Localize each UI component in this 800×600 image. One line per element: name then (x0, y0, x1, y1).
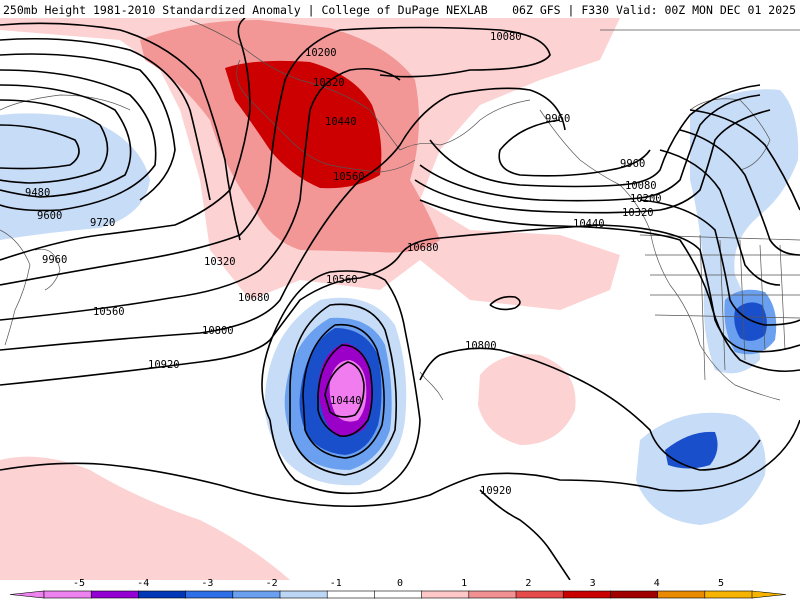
negative-anomaly-light-southeast (636, 412, 766, 525)
colorbar-segment (326, 590, 376, 599)
colorbar-right-arrow (751, 590, 787, 599)
contour-label: 10320 (204, 256, 236, 268)
colorbar-tick-label: 0 (397, 578, 403, 589)
colorbar-ticks: -5 -4 -3 -2 -1 0 1 2 3 4 5 (73, 578, 724, 589)
contour-label: 10440 (325, 116, 357, 128)
anomaly-shading (0, 18, 799, 580)
colorbar-segment (610, 590, 659, 599)
negative-anomaly-light-west (0, 113, 150, 240)
colorbar-segment (185, 590, 234, 599)
contour-label: 9960 (42, 254, 67, 266)
contour-label: 10560 (326, 274, 358, 286)
colorbar-segment (657, 590, 706, 599)
contour-label: 10920 (148, 359, 180, 371)
map-header: 250mb Height 1981-2010 Standardized Anom… (0, 0, 800, 18)
colorbar-segment (468, 590, 517, 599)
colorbar-segment (279, 590, 329, 599)
model-valid-time: 06Z GFS | F330 Valid: 00Z MON DEC 01 202… (512, 3, 796, 17)
colorbar-tick-label: -2 (266, 578, 278, 589)
negative-anomaly-light-east (690, 89, 799, 374)
contour-label: 10200 (305, 47, 337, 59)
colorbar-tick-label: 4 (654, 578, 660, 589)
colorbar-left-arrow (9, 590, 45, 599)
contour-label: 10800 (465, 340, 497, 352)
contour-label: 10200 (630, 193, 662, 205)
colorbar-segments (9, 590, 787, 599)
contour-label: 10320 (313, 77, 345, 89)
contour-label: 10080 (625, 180, 657, 192)
negative-anomaly-dark-east (734, 302, 767, 341)
anomaly-colorbar: -5 -4 -3 -2 -1 0 1 2 3 4 5 (9, 578, 787, 599)
height-contours (0, 18, 800, 580)
contour-label: 9480 (25, 187, 50, 199)
negative-anomaly-dark-southeast (665, 431, 718, 469)
contour-label: 9960 (545, 113, 570, 125)
contour-labels: 10080 10200 10320 10440 10560 9480 9600 … (25, 31, 662, 497)
positive-anomaly-light-south (0, 456, 290, 580)
colorbar-tick-label: 1 (461, 578, 467, 589)
contour-label: 10320 (622, 207, 654, 219)
anomaly-map: 10080 10200 10320 10440 10560 9480 9600 … (0, 18, 800, 580)
colorbar-segment (43, 590, 93, 599)
colorbar-tick-label: -4 (137, 578, 149, 589)
map-title: 250mb Height 1981-2010 Standardized Anom… (3, 3, 488, 17)
colorbar-segment (374, 590, 423, 599)
contour-label: 10680 (238, 292, 270, 304)
colorbar-tick-label: 3 (590, 578, 596, 589)
negative-anomaly-extreme (329, 360, 367, 422)
contour-label: 10440 (330, 395, 362, 407)
colorbar-tick-label: -1 (330, 578, 342, 589)
colorbar-tick-label: 2 (525, 578, 531, 589)
contour-label: 9960 (620, 158, 645, 170)
colorbar-tick-label: 5 (718, 578, 724, 589)
contour-label: 9720 (90, 217, 115, 229)
colorbar-segment (421, 590, 470, 599)
colorbar-segment (562, 590, 612, 599)
positive-anomaly-strong (225, 60, 382, 189)
contour-label: 10080 (490, 31, 522, 43)
contour-label: 10440 (573, 218, 605, 230)
contour-label: 10560 (93, 306, 125, 318)
colorbar-segment (138, 590, 187, 599)
coastlines (0, 19, 800, 401)
colorbar-tick-label: -5 (73, 578, 85, 589)
contour-label: 10680 (407, 242, 439, 254)
colorbar-segment (232, 590, 281, 599)
positive-anomaly-light-hawaii (478, 354, 576, 445)
contour-label: 10920 (480, 485, 512, 497)
colorbar-segment (90, 590, 140, 599)
colorbar-tick-label: -3 (201, 578, 213, 589)
contour-label: 10560 (333, 171, 365, 183)
colorbar-segment (704, 590, 753, 599)
contour-label: 10800 (202, 325, 234, 337)
contour-label: 9600 (37, 210, 62, 222)
colorbar-segment (515, 590, 565, 599)
